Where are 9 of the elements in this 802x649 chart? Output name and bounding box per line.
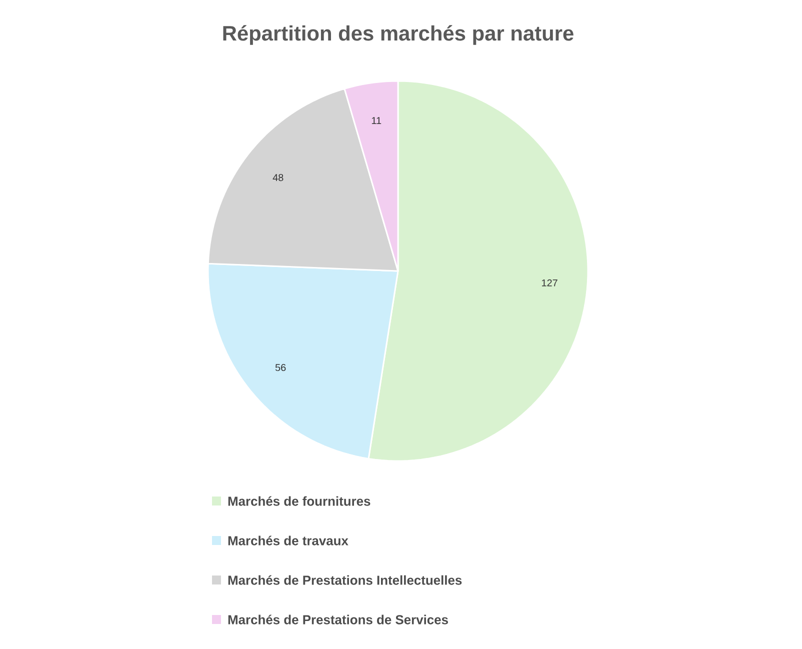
data-label: 56 [275, 364, 286, 372]
legend-label: Marchés de Prestations Intellectuelles [228, 575, 462, 585]
data-label: 127 [542, 279, 558, 286]
legend-label: Marchés de fournitures [228, 496, 370, 506]
legend-label: Marchés de travaux [228, 536, 348, 546]
data-label: 11 [372, 117, 382, 124]
chart-title: Répartition des marchés par nature [223, 25, 574, 45]
data-label: 48 [272, 174, 284, 182]
legend-label: Marchés de Prestations de Services [228, 614, 448, 624]
